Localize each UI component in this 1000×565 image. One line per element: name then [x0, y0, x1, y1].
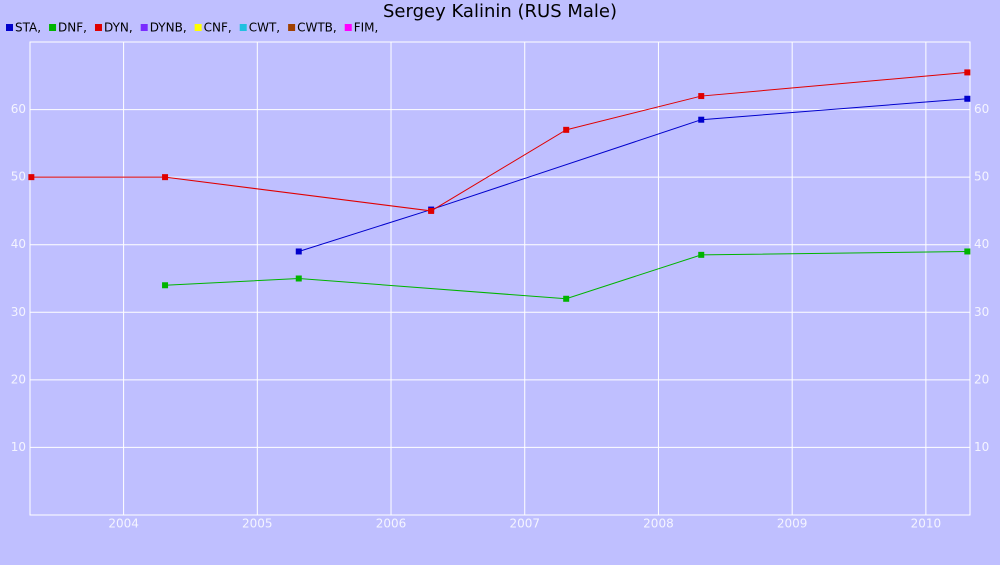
y-tick-label: 30 — [11, 305, 26, 319]
series-line — [298, 98, 968, 252]
point — [162, 282, 169, 289]
y2-tick-label: 60 — [974, 102, 989, 116]
legend-swatch — [49, 24, 57, 31]
point — [563, 126, 570, 133]
y-tick-label: 10 — [11, 440, 26, 454]
plot-frame — [29, 41, 971, 516]
legend-label: CWT, — [249, 21, 280, 35]
legend-label: CNF, — [204, 21, 232, 35]
point — [28, 174, 35, 181]
point — [964, 248, 971, 255]
x-tick-label: 2005 — [242, 517, 273, 531]
point — [698, 116, 705, 123]
series-line — [165, 250, 968, 300]
y-tick-label: 20 — [11, 372, 26, 386]
point — [964, 69, 971, 76]
y2-tick-label: 50 — [974, 170, 989, 184]
point — [162, 174, 169, 181]
chart-title: Sergey Kalinin (RUS Male) — [383, 1, 617, 22]
y-tick-label: 40 — [11, 237, 26, 251]
y2-tick-label: 40 — [974, 237, 989, 251]
legend-label: DYN, — [104, 21, 133, 35]
legend-label: CWTB, — [297, 21, 337, 35]
legend-swatch — [194, 24, 202, 31]
y-tick-label: 50 — [11, 170, 26, 184]
legend-swatch — [140, 24, 148, 31]
x-tick-label: 2008 — [643, 517, 674, 531]
legend-swatch — [94, 24, 102, 31]
y2-tick-label: 30 — [974, 305, 989, 319]
series-line — [31, 71, 968, 212]
legend-swatch — [6, 24, 13, 31]
y-tick-label: 60 — [11, 102, 26, 116]
point — [295, 248, 302, 255]
legend-swatch — [344, 24, 352, 31]
point — [295, 275, 302, 282]
point — [428, 207, 435, 214]
x-tick-label: 2006 — [376, 517, 407, 531]
legend-swatch — [239, 24, 247, 31]
legend-label: STA, — [15, 21, 41, 35]
point — [698, 93, 705, 100]
x-tick-label: 2004 — [108, 517, 139, 531]
legend-label: FIM, — [354, 21, 379, 35]
point — [698, 251, 705, 258]
y2-tick-label: 20 — [974, 372, 989, 386]
x-tick-label: 2007 — [509, 517, 540, 531]
point — [964, 95, 971, 102]
legend-swatch — [288, 24, 296, 31]
x-tick-label: 2009 — [777, 517, 808, 531]
point — [563, 295, 570, 302]
legend-label: DNF, — [58, 21, 87, 35]
x-tick-label: 2010 — [911, 517, 942, 531]
legend-label: DYNB, — [150, 21, 187, 35]
y2-tick-label: 10 — [974, 440, 989, 454]
